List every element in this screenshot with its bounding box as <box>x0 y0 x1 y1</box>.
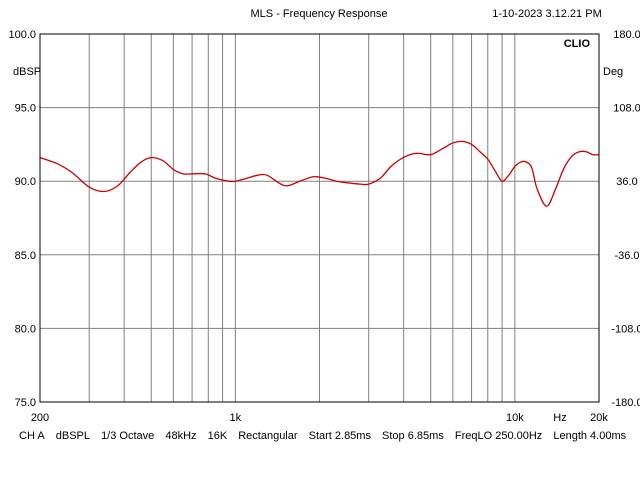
freqlo-label: FreqLO 250.00Hz <box>454 430 543 442</box>
length-label: Length 4.00ms <box>553 430 627 442</box>
y2-tick-label: 180.0 <box>613 29 640 41</box>
chart-title: MLS - Frequency Response <box>251 8 388 20</box>
y-tick-label: 80.0 <box>15 323 36 335</box>
frequency-response-chart: MLS - Frequency Response 1-10-2023 3.12.… <box>8 8 640 424</box>
spl-series-line <box>39 140 600 207</box>
fft-size-label: 16K <box>207 430 228 442</box>
y2-tick-label: 36.0 <box>616 176 637 188</box>
x-tick-labels: 200 1k 10k 20k <box>31 412 609 424</box>
y-tick-labels: 100.0 95.0 90.0 85.0 80.0 75.0 <box>8 29 36 409</box>
horizontal-grid <box>40 107 599 329</box>
y2-tick-labels: 180.0 108.0 36.0 -36.0 -108.0 -180.0 <box>611 29 640 409</box>
start-label: Start 2.85ms <box>308 430 371 442</box>
y-tick-label: 95.0 <box>15 103 36 115</box>
plot-frame <box>39 33 600 403</box>
y-tick-label: 90.0 <box>15 176 36 188</box>
clio-brand-label: CLIO <box>564 38 591 50</box>
x-tick-label: 1k <box>230 412 242 424</box>
window-label: Rectangular <box>238 430 298 442</box>
x-tick-label: 200 <box>31 412 49 424</box>
smoothing-label: 1/3 Octave <box>101 430 155 442</box>
unit-label: dBSPL <box>55 430 90 442</box>
measurement-info-bar: CH A dBSPL 1/3 Octave 48kHz 16K Rectangu… <box>19 430 634 442</box>
channel-label: CH A <box>19 430 45 442</box>
y2-axis-label: Deg <box>603 66 623 78</box>
sample-rate-label: 48kHz <box>165 430 197 442</box>
y-tick-label: 85.0 <box>15 250 36 262</box>
y2-tick-label: 108.0 <box>613 103 640 115</box>
y-tick-label: 100.0 <box>8 29 36 41</box>
y2-tick-label: -108.0 <box>611 323 640 335</box>
timestamp: 1-10-2023 3.12.21 PM <box>492 8 601 20</box>
y2-tick-label: -36.0 <box>614 250 639 262</box>
vertical-grid <box>88 34 516 402</box>
y-axis-label: dBSPL <box>13 66 47 78</box>
x-tick-label: 10k <box>506 412 524 424</box>
y-tick-label: 75.0 <box>15 397 36 409</box>
x-axis-label: Hz <box>553 412 566 424</box>
stop-label: Stop 6.85ms <box>382 430 444 442</box>
x-tick-label: 20k <box>590 412 608 424</box>
y2-tick-label: -180.0 <box>611 397 640 409</box>
